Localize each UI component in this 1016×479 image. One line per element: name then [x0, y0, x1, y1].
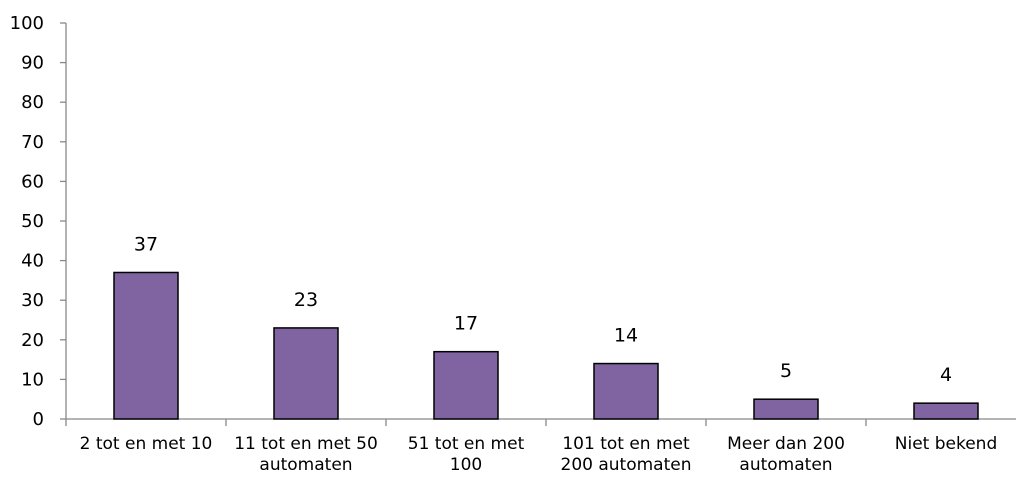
x-tick-label: Niet bekend	[895, 434, 997, 454]
y-tick-label: 30	[21, 290, 44, 311]
y-tick-label: 40	[21, 251, 44, 272]
y-tick-label: 20	[21, 330, 44, 351]
data-label: 37	[134, 233, 158, 255]
x-tick-label: Meer dan 200 automaten	[727, 434, 845, 475]
y-tick-label: 90	[21, 53, 44, 74]
x-tick-label: 2 tot en met 10	[80, 434, 213, 454]
x-tick-label: 101 tot en met 200 automaten	[561, 434, 692, 475]
bar	[753, 398, 819, 420]
bar	[593, 362, 659, 420]
bar	[913, 402, 979, 420]
bar	[273, 327, 339, 420]
data-label: 5	[780, 360, 792, 382]
x-tick-label: 11 tot en met 50 automaten	[234, 434, 378, 475]
bar	[113, 271, 179, 420]
y-axis: 0 10 20 30 40 50 60 70 80 90 100	[10, 13, 67, 430]
data-label: 23	[294, 289, 318, 311]
data-label: 4	[940, 364, 952, 386]
data-labels: 37 23 17 14 5 4	[134, 233, 952, 386]
y-tick-label: 10	[21, 369, 44, 390]
y-tick-label: 60	[21, 171, 44, 192]
data-label: 14	[614, 325, 638, 347]
bar	[433, 350, 499, 420]
x-axis: 2 tot en met 10 11 tot en met 50 automaten…	[65, 418, 1016, 475]
x-tick-label: 51 tot en met 100	[408, 434, 525, 475]
y-tick-label: 0	[33, 409, 44, 430]
data-label: 17	[454, 313, 478, 335]
bars	[113, 271, 979, 420]
y-tick-label: 50	[21, 211, 44, 232]
y-tick-label: 100	[10, 13, 44, 34]
y-tick-label: 70	[21, 132, 44, 153]
y-tick-label: 80	[21, 92, 44, 113]
